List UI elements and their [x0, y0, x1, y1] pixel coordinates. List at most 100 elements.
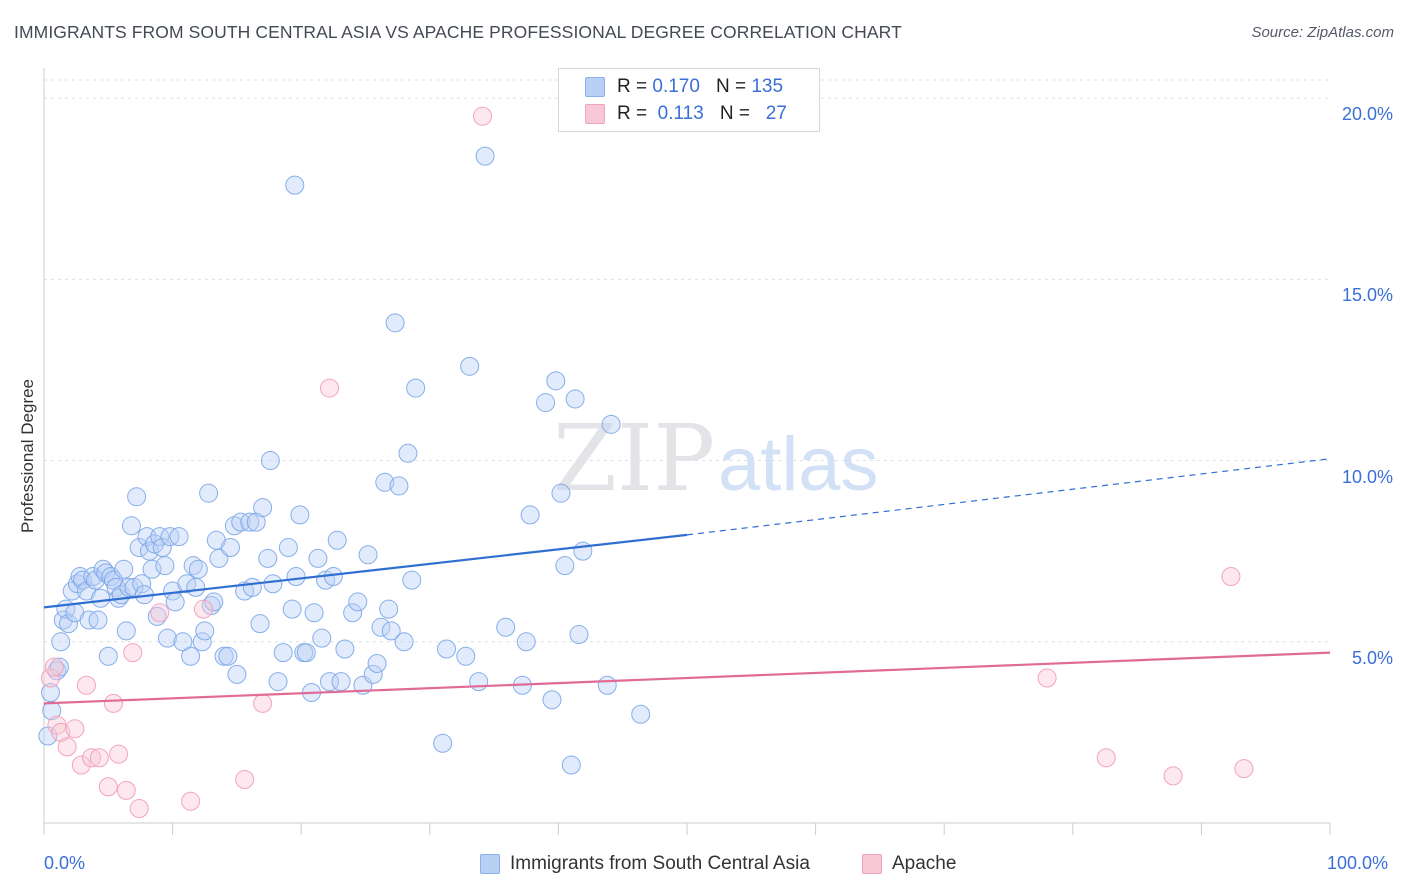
data-point — [188, 559, 208, 579]
data-point — [181, 646, 201, 666]
data-point — [520, 505, 540, 525]
data-point — [155, 556, 175, 576]
data-point — [98, 646, 118, 666]
data-point — [304, 603, 324, 623]
data-point — [358, 545, 378, 565]
data-point — [555, 556, 575, 576]
data-point — [343, 603, 363, 623]
data-point — [96, 563, 116, 583]
watermark: ZIP atlas — [553, 405, 879, 512]
data-point — [561, 755, 581, 775]
data-point — [147, 606, 167, 626]
bottom-legend-label: Apache — [892, 853, 957, 874]
legend-r-label: R = — [617, 76, 648, 97]
data-point — [282, 599, 302, 619]
data-point — [195, 621, 215, 641]
legend-r-value: 0.170 — [652, 76, 700, 97]
data-point — [114, 559, 134, 579]
x-tick-label-right: 100.0% — [1327, 853, 1389, 873]
data-point — [224, 516, 244, 536]
data-point — [296, 643, 316, 663]
data-point — [58, 614, 78, 634]
data-point — [290, 505, 310, 525]
y-tick-label: 10.0% — [1341, 466, 1393, 487]
data-point — [469, 672, 489, 692]
watermark-zip: ZIP — [553, 405, 715, 512]
data-point — [601, 414, 621, 434]
data-point — [278, 538, 298, 558]
legend-row-apache: R = 0.113 N = 27 — [585, 102, 787, 126]
data-point — [127, 487, 147, 507]
data-point — [220, 538, 240, 558]
data-point — [285, 175, 305, 195]
series-apache-points — [40, 106, 1254, 819]
axes — [43, 68, 1331, 835]
source-label: Source: ZipAtlas.com — [1251, 24, 1394, 41]
stats-legend: R = 0.170 N = 135 R = 0.113 N = 27 — [558, 68, 820, 132]
data-point — [98, 777, 118, 797]
data-point — [150, 603, 170, 623]
data-point — [242, 577, 262, 597]
y-tick-label: 15.0% — [1341, 285, 1393, 306]
data-point — [565, 389, 585, 409]
data-point — [406, 378, 426, 398]
series-immigrants-points — [38, 146, 651, 775]
data-point — [516, 632, 536, 652]
legend-n-value: 135 — [751, 76, 784, 97]
data-point — [71, 755, 91, 775]
legend-r-label: R = — [617, 103, 648, 124]
data-point — [348, 592, 368, 612]
data-point — [123, 643, 143, 663]
trend-line-immigrants — [43, 533, 688, 609]
data-point — [1163, 766, 1183, 786]
data-point — [273, 643, 293, 663]
data-point — [475, 146, 495, 166]
legend-swatch-pink — [585, 104, 605, 124]
data-point — [363, 664, 383, 684]
data-point — [186, 577, 206, 597]
data-point — [199, 483, 219, 503]
data-point — [286, 567, 306, 587]
data-point — [129, 799, 149, 819]
data-point — [109, 744, 129, 764]
data-point — [1234, 759, 1254, 779]
trend-line-apache — [43, 651, 1331, 705]
data-point — [204, 592, 224, 612]
bottom-legend-swatch-pink — [862, 854, 882, 874]
data-point — [263, 574, 283, 594]
data-point — [103, 693, 123, 713]
data-point — [460, 356, 480, 376]
data-point — [258, 548, 278, 568]
data-point — [597, 675, 617, 695]
data-point — [536, 393, 556, 413]
data-point — [268, 672, 288, 692]
data-point — [181, 791, 201, 811]
data-point — [240, 512, 260, 532]
data-point — [327, 530, 347, 550]
data-point — [569, 625, 589, 645]
legend-row-immigrants: R = 0.170 N = 135 — [585, 75, 783, 99]
bottom-legend-immigrants: Immigrants from South Central Asia — [480, 852, 810, 876]
trend-line-immigrants-extension — [686, 458, 1331, 536]
data-point — [389, 476, 409, 496]
chart-title: IMMIGRANTS FROM SOUTH CENTRAL ASIA VS AP… — [14, 22, 902, 42]
data-point — [1037, 668, 1057, 688]
x-tick-label-left: 0.0% — [44, 853, 86, 873]
data-point — [44, 657, 64, 677]
data-point — [375, 472, 395, 492]
data-point — [192, 632, 212, 652]
data-point — [250, 614, 270, 634]
data-point — [253, 498, 273, 518]
bottom-legend-apache: Apache — [862, 852, 956, 876]
y-tick-label: 5.0% — [1351, 647, 1393, 668]
bottom-legend-label: Immigrants from South Central Asia — [510, 853, 810, 874]
data-point — [398, 443, 418, 463]
data-point — [89, 748, 109, 768]
watermark-atlas: atlas — [718, 422, 879, 507]
data-point — [116, 780, 136, 800]
data-point — [88, 610, 108, 630]
data-point — [165, 592, 185, 612]
data-point — [53, 610, 73, 630]
data-point — [319, 378, 339, 398]
legend-n-label: N = — [719, 103, 750, 124]
